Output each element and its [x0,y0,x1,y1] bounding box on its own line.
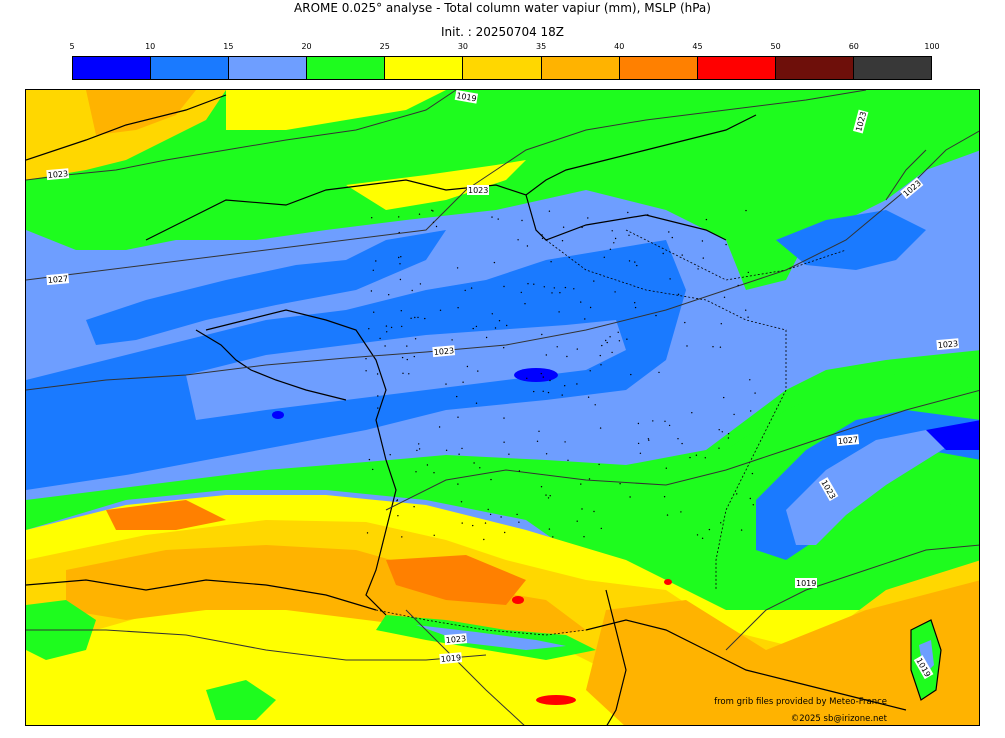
weather-map: 1019 1023 1023 1027 1023 1023 1023 1023 1027 1023… [25,89,980,726]
moisture-dark-orange-2 [106,500,226,530]
colorbar-segment [853,57,932,79]
svg-text:1023: 1023 [937,339,958,350]
isobar-label: 1027 [836,434,860,447]
colorbar [72,56,932,80]
country-borders [375,229,847,636]
colorbar-segment [385,57,464,79]
svg-text:1023: 1023 [468,186,488,195]
moisture-top-yellow [226,90,446,130]
colorbar-tick-label: 30 [457,42,468,51]
colorbar-tick-label: 35 [535,42,547,51]
colorbar-tick-label: 60 [848,42,859,51]
moisture-south-orange [66,545,586,640]
colorbar-tick-label: 10 [145,42,156,51]
isobar-label: 1019 [795,578,817,588]
moisture-red-spot-3 [664,579,672,585]
moisture-med-orange [586,580,979,725]
svg-text:1019: 1019 [456,91,478,103]
colorbar-segment [73,57,152,79]
colorbar-tick-label: 100 [924,42,940,51]
moisture-dark-orange-1 [386,555,526,605]
colorbar-tick-label: 25 [379,42,390,51]
colorbar-segment [151,57,230,79]
map-canvas: 1019102310231027102310231023102310271023… [26,90,979,725]
svg-text:1023: 1023 [433,346,454,357]
colorbar-segment [307,57,386,79]
svg-text:1019: 1019 [440,653,461,664]
isobar-label: 1023 [46,168,70,181]
moisture-channel-yellow [346,160,526,210]
moisture-darkblue-spot-2 [272,411,284,419]
moisture-red-spot-1 [512,596,524,604]
svg-text:1027: 1027 [47,274,68,285]
isobar-label: 1023 [432,345,456,358]
isobar-label: 1023 [444,633,468,646]
data-source-credit: from grib files provided by Meteo-France [714,697,887,707]
moisture-iberia-green-2 [206,680,276,720]
colorbar-segment [229,57,308,79]
colorbar-segment [619,57,698,79]
chart-title: AROME 0.025° analyse - Total column wate… [294,1,711,15]
colorbar-segment [463,57,542,79]
isobar-label: 1023 [936,338,960,351]
isobar-label: 1023 [467,185,489,195]
colorbar-ticks: 5 10 15 20 25 30 35 40 45 50 60 100 [69,42,939,54]
moisture-lightblue-core [186,320,626,420]
colorbar-tick-label: 45 [692,42,703,51]
moisture-blue-tongue-2 [86,230,446,345]
svg-text:1027: 1027 [837,435,858,446]
moisture-red-spot-2 [536,695,576,705]
colorbar-segment [697,57,776,79]
moisture-blue-east [776,210,926,270]
svg-text:1023: 1023 [445,634,466,645]
colorbar-tick-label: 50 [770,42,781,51]
init-time: Init. : 20250704 18Z [440,25,565,39]
svg-text:1019: 1019 [796,579,816,588]
moisture-alps-lightblue [786,430,966,545]
colorbar-segment [541,57,620,79]
moisture-darkblue-spot-1 [514,368,558,382]
moisture-pyrenees-blue [416,625,566,650]
colorbar-tick-label: 40 [614,42,625,51]
isobar-label: 1019 [439,652,463,665]
colorbar-tick-label: 20 [301,42,312,51]
colorbar-tick-label: 5 [69,42,75,51]
moisture-alps-darkblue [926,420,979,450]
colorbar-tick-label: 15 [223,42,234,51]
region-dots [365,209,756,541]
moisture-band-north-green [26,90,979,290]
isobar-label: 1019 [454,90,479,104]
isobar-label: 1027 [46,273,70,286]
colorbar-segment [775,57,854,79]
svg-text:1023: 1023 [47,169,68,180]
isobars [26,90,979,725]
moisture-england-darkorange [86,90,196,135]
copyright-credit: ©2025 sb@irizone.net [790,714,887,724]
coastlines [26,94,942,725]
